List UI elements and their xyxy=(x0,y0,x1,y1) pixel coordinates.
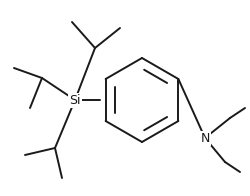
Text: N: N xyxy=(200,132,210,144)
Text: Si: Si xyxy=(69,93,81,106)
